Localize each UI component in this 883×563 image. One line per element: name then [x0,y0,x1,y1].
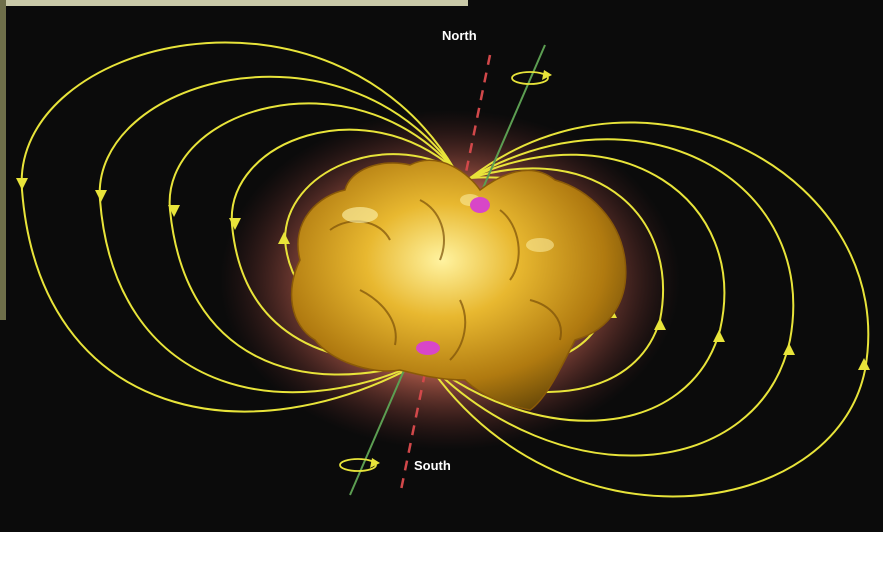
rotation-arrow-icon [511,71,549,85]
rotation-arrowhead-icon [370,458,380,468]
arrowhead-icon [654,318,666,330]
arrowhead-icon [16,178,28,190]
arrowhead-icon [278,232,290,244]
rotation-arrowhead-icon [542,70,552,80]
arrowhead-icon [783,343,795,355]
north-pole-spot [470,197,490,213]
south-pole-spot [416,341,440,355]
gold-nugget [290,159,627,411]
field-line [424,153,726,422]
south-label: South [414,458,451,473]
arrowhead-icon [95,190,107,202]
left-strip [0,0,6,320]
arrowhead-icon [713,330,725,342]
bottom-strip [0,532,883,558]
arrowhead-icon [858,358,870,370]
arrowhead-icon [229,218,241,230]
top-strip [0,0,468,6]
arrowhead-icon [168,205,180,217]
north-label: North [442,28,477,43]
field-line [168,102,456,376]
field-line [424,138,795,457]
